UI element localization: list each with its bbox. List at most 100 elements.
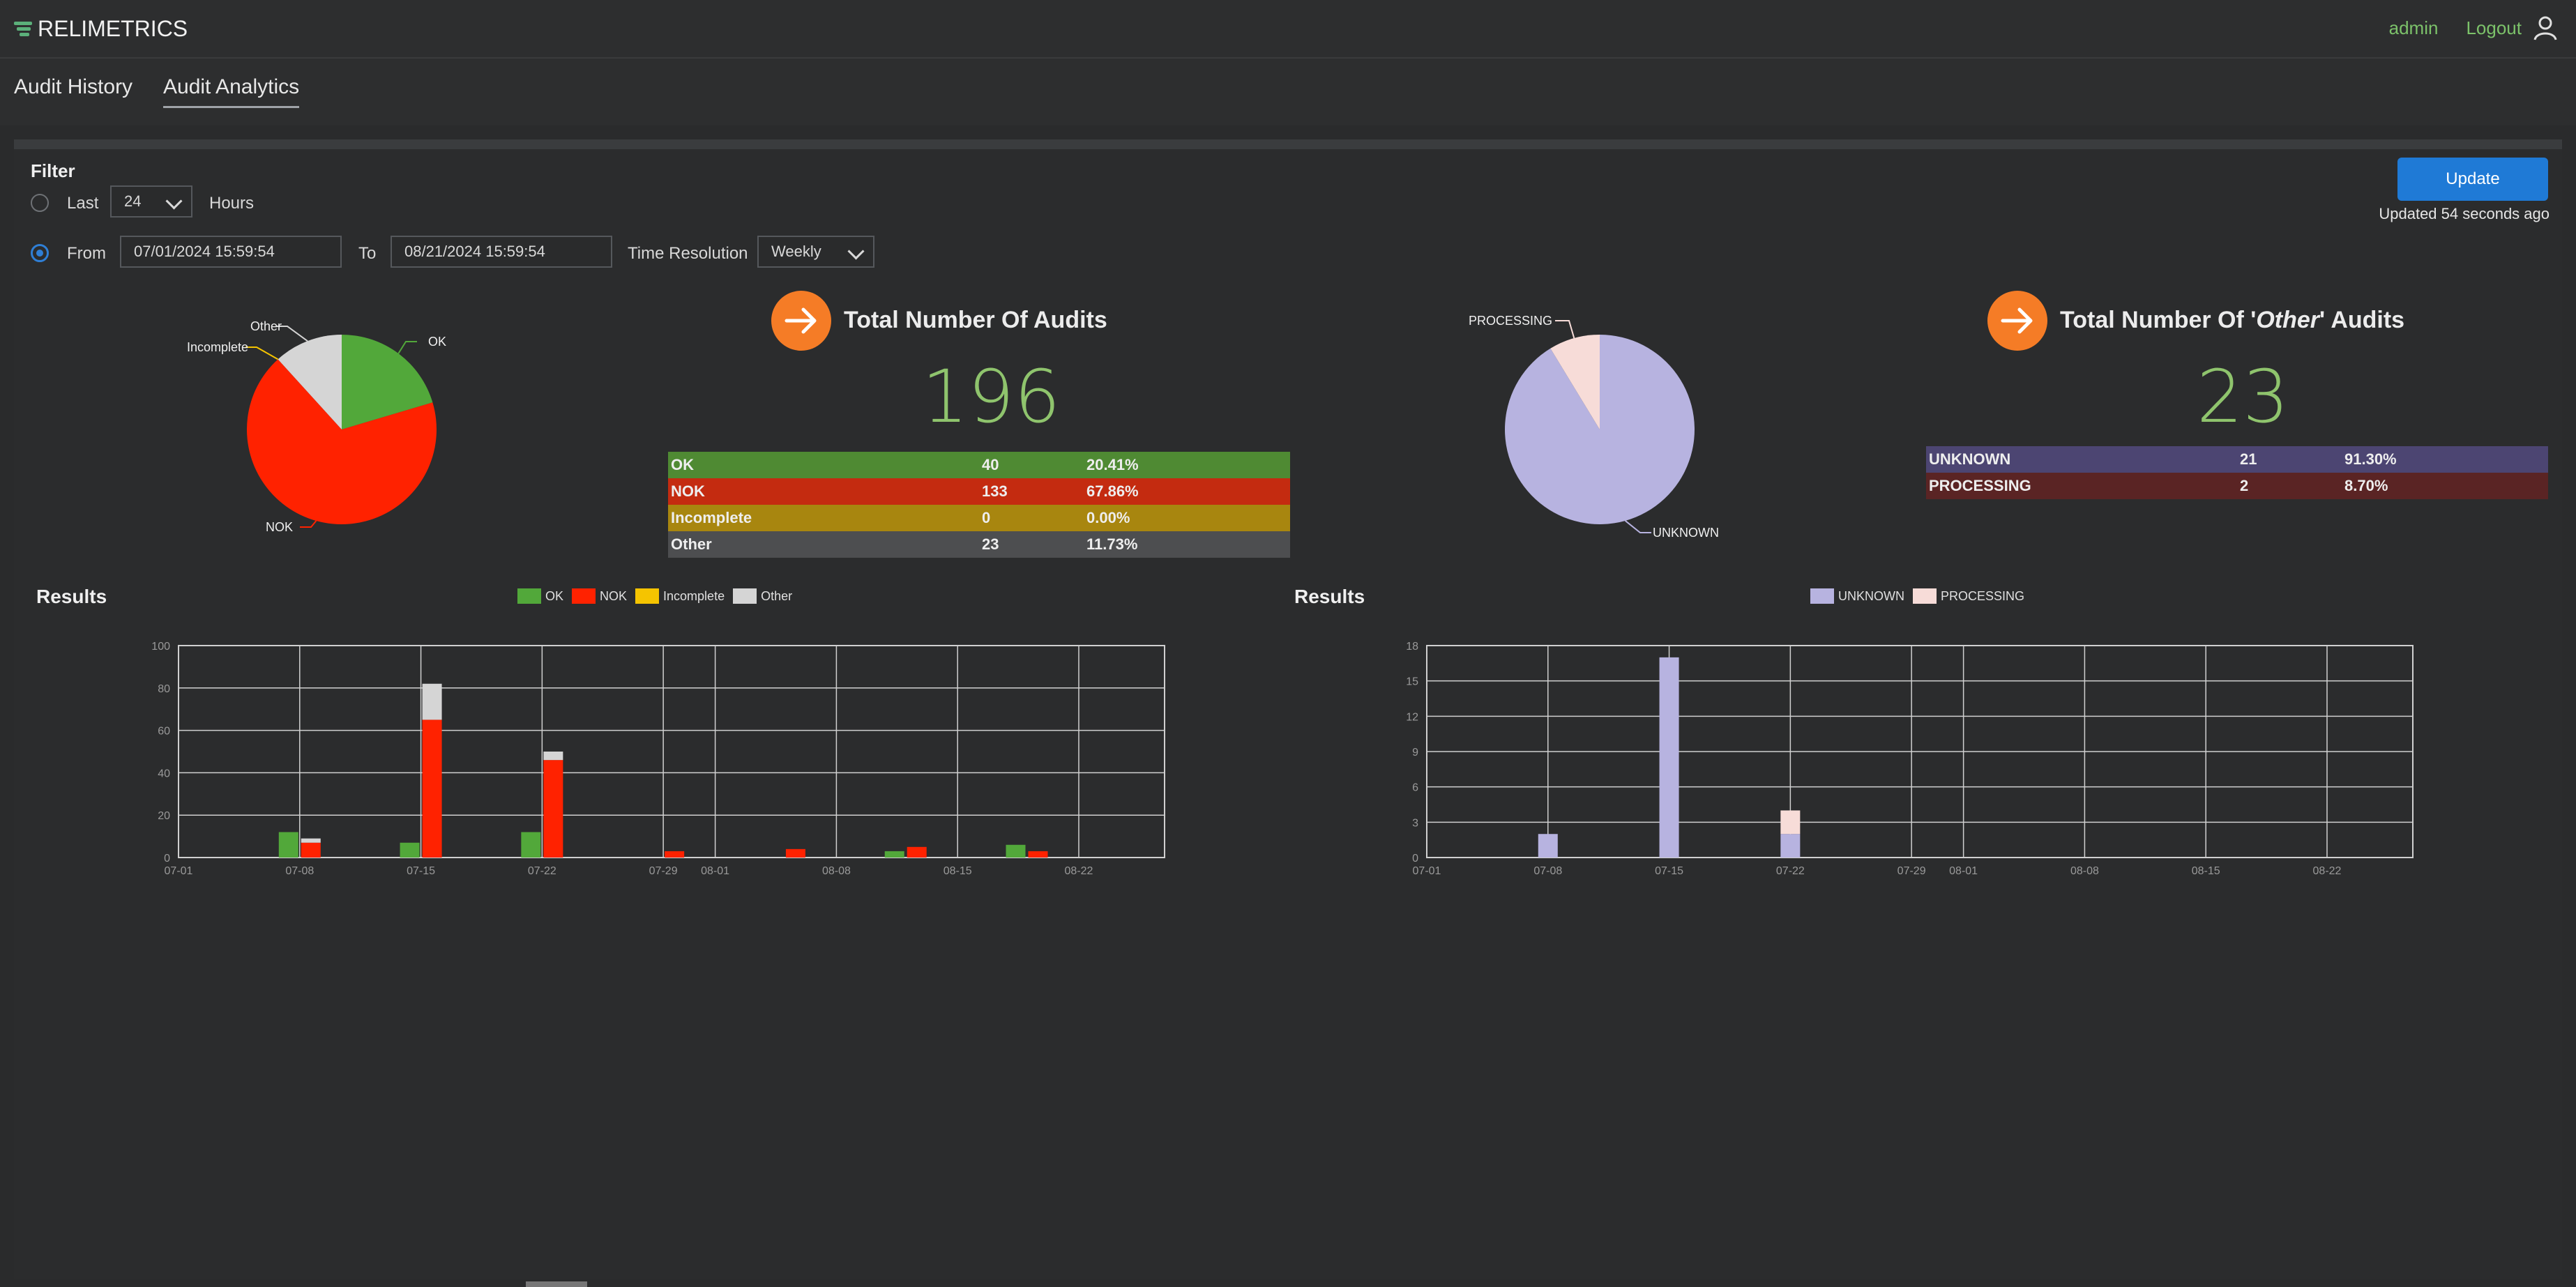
bar-nok: [422, 719, 442, 858]
audits-cell-pct: 20.41%: [1086, 456, 1139, 473]
username-link[interactable]: admin: [2388, 17, 2439, 38]
from-date-input[interactable]: 07/01/2024 15:59:54: [120, 236, 342, 268]
time-resolution-select[interactable]: Weekly: [757, 236, 874, 268]
other-title-suffix: ' Audits: [2319, 307, 2405, 333]
other-title-em: Other: [2256, 307, 2320, 333]
from-date-value: 07/01/2024 15:59:54: [134, 243, 275, 260]
y-tick-label: 40: [158, 768, 170, 779]
total-other-audits-title: Total Number Of 'Other' Audits: [2060, 307, 2404, 334]
brand-name: RELIMETRICS: [38, 15, 188, 41]
legend-swatch-incomplete: [635, 588, 660, 604]
audits-cell-count: 40: [982, 456, 999, 473]
audits-cell-pct: 67.86%: [1086, 482, 1139, 500]
chevron-down-icon: [165, 192, 183, 210]
tab-audit-history[interactable]: Audit History: [14, 75, 133, 98]
from-label: From: [67, 244, 106, 263]
results-legend-left: OK NOK Incomplete Other: [509, 588, 792, 604]
last-hours-select[interactable]: 24: [110, 185, 192, 218]
x-tick-label: 07-08: [1533, 865, 1562, 877]
y-tick-label: 3: [1412, 817, 1418, 829]
last-radio[interactable]: [31, 194, 49, 212]
pie-leader-line: [245, 346, 279, 360]
x-tick-label: 07-22: [528, 865, 556, 877]
update-button[interactable]: Update: [2397, 158, 2548, 201]
horizontal-scrollbar[interactable]: [526, 1281, 587, 1287]
other-audits-breakdown-table: UNKNOWN 21 91.30% PROCESSING 2 8.70%: [1926, 446, 2548, 499]
x-tick-label: 07-29: [649, 865, 678, 877]
from-radio[interactable]: [31, 244, 49, 262]
x-tick-label: 08-08: [2070, 865, 2099, 877]
pie-label: Incomplete: [187, 340, 248, 354]
audits-row-other: Other 23 11.73%: [668, 531, 1290, 558]
bar-ok: [278, 832, 298, 858]
x-tick-label: 07-08: [285, 865, 314, 877]
x-tick-label: 07-22: [1776, 865, 1805, 877]
pie-slice-nok: [247, 359, 437, 524]
bar-processing: [1780, 810, 1801, 835]
bar-nok: [543, 760, 563, 858]
legend-label-ok[interactable]: OK: [545, 588, 564, 603]
legend-swatch-unknown: [1810, 588, 1834, 604]
y-tick-label: 20: [158, 810, 170, 822]
other-cell-pct: 91.30%: [2344, 450, 2397, 468]
bar-unknown: [1780, 834, 1801, 858]
legend-swatch-processing: [1913, 588, 1937, 604]
audits-row-ok: OK 40 20.41%: [668, 452, 1290, 478]
to-date-input[interactable]: 08/21/2024 15:59:54: [391, 236, 612, 268]
bar-ok: [1006, 844, 1026, 858]
pie-leader-line: [1555, 320, 1575, 339]
time-resolution-value: Weekly: [771, 243, 821, 260]
legend-label-unknown[interactable]: UNKNOWN: [1838, 588, 1904, 603]
bar-ok: [884, 851, 904, 858]
updated-status: Updated 54 seconds ago: [2379, 205, 2550, 222]
brand-logo[interactable]: RELIMETRICS: [14, 15, 188, 42]
audits-cell-label: Other: [671, 535, 712, 553]
y-tick-label: 100: [151, 641, 170, 653]
audits-breakdown-table: OK 40 20.41% NOK 133 67.86% Incomplete 0 0.00% Ot…: [668, 452, 1290, 558]
bar-ok: [521, 832, 541, 858]
legend-swatch-nok: [572, 588, 596, 604]
legend-label-other[interactable]: Other: [761, 588, 793, 603]
x-tick-label: 07-01: [165, 865, 193, 877]
total-other-audits-value: 23: [2197, 354, 2289, 439]
legend-label-processing[interactable]: PROCESSING: [1941, 588, 2025, 603]
results-bar-chart-left: 0 20 40 60 80 100 07-01 07-08 07-15 07-22 07-29 08-…: [151, 641, 1165, 877]
other-cell-count: 21: [2240, 450, 2257, 468]
tab-audit-analytics[interactable]: Audit Analytics: [163, 75, 300, 108]
time-resolution-label: Time Resolution: [628, 244, 748, 263]
bar-ok: [400, 842, 420, 858]
x-tick-label: 08-22: [1065, 865, 1093, 877]
y-tick-label: 0: [164, 853, 170, 865]
x-tick-label: 08-15: [2192, 865, 2220, 877]
logout-link[interactable]: Logout: [2466, 14, 2559, 42]
other-cell-label: UNKNOWN: [1929, 450, 2011, 468]
y-tick-label: 80: [158, 683, 170, 695]
audits-cell-label: OK: [671, 456, 694, 473]
x-tick-label: 07-15: [407, 865, 435, 877]
legend-label-nok[interactable]: NOK: [600, 588, 628, 603]
legend-label-incomplete[interactable]: Incomplete: [663, 588, 725, 603]
y-tick-label: 15: [1406, 676, 1418, 688]
filter-title: Filter: [31, 160, 75, 181]
y-tick-label: 6: [1412, 782, 1418, 794]
other-row-processing: PROCESSING 2 8.70%: [1926, 473, 2548, 499]
pie-slice-processing: [1550, 335, 1600, 429]
chevron-down-icon: [847, 243, 865, 260]
audits-cell-count: 0: [982, 509, 991, 526]
x-tick-label: 07-15: [1655, 865, 1683, 877]
other-audits-pie-chart: UNKNOWN PROCESSING: [1469, 314, 1719, 540]
bar-nok: [665, 851, 685, 858]
x-tick-label: 08-22: [2313, 865, 2342, 877]
last-hours-value: 24: [124, 192, 142, 210]
pie-label: PROCESSING: [1469, 314, 1552, 328]
bar-nok: [301, 842, 321, 858]
pie-leader-line: [300, 520, 317, 528]
bar-unknown: [1659, 657, 1679, 858]
logout-label: Logout: [2466, 17, 2522, 38]
bar-other: [543, 752, 563, 761]
pie-label: UNKNOWN: [1653, 526, 1719, 540]
logo-icon: [14, 19, 35, 38]
user-menu: admin Logout: [2389, 14, 2559, 42]
to-label: To: [358, 244, 377, 263]
top-bar: RELIMETRICS admin Logout: [0, 0, 2576, 59]
